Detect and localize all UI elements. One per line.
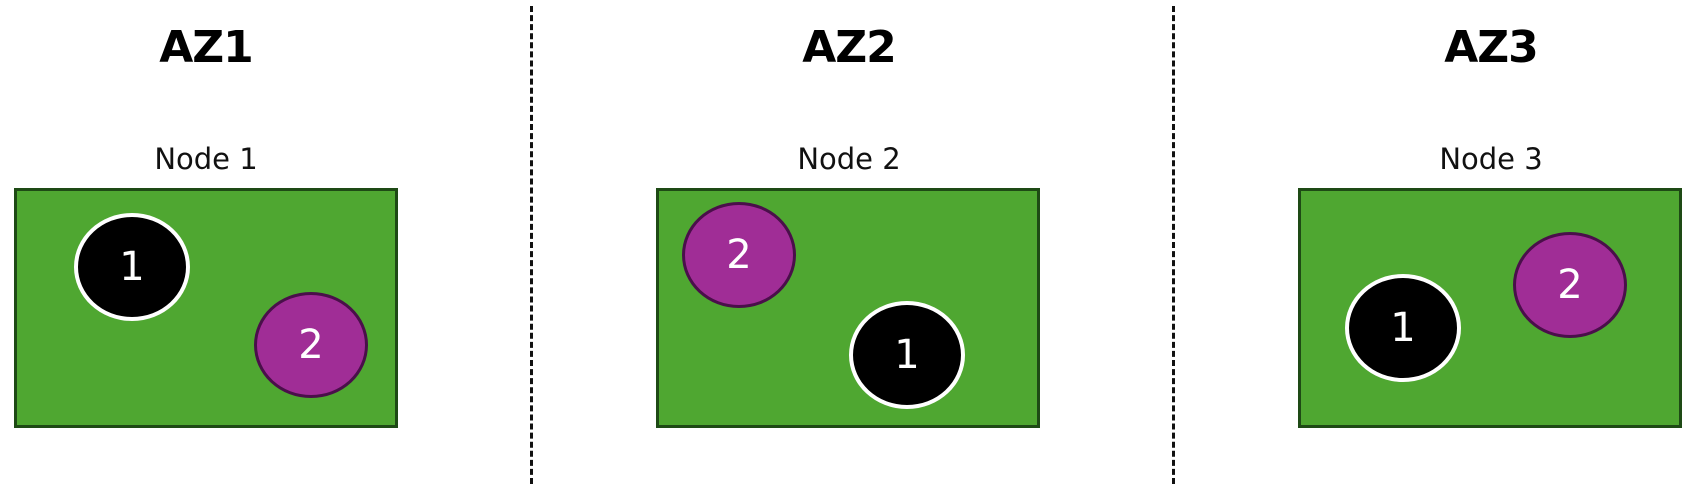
pod-1: 1 xyxy=(74,213,190,321)
node-label: Node 1 xyxy=(154,142,258,176)
pod-2: 2 xyxy=(254,292,368,398)
node-box: 2 1 xyxy=(656,188,1040,428)
zone-title: AZ2 xyxy=(802,22,897,73)
zone-divider-1 xyxy=(530,6,533,484)
node-label: Node 2 xyxy=(797,142,901,176)
zone-title: AZ1 xyxy=(159,22,254,73)
pod-1: 1 xyxy=(1345,274,1461,382)
pod-2: 2 xyxy=(1513,232,1627,338)
node-label: Node 3 xyxy=(1439,142,1543,176)
zone-divider-2 xyxy=(1172,6,1175,484)
pod-2: 2 xyxy=(682,202,796,308)
node-box: 1 2 xyxy=(1298,188,1682,428)
zone-title: AZ3 xyxy=(1444,22,1539,73)
node-box: 1 2 xyxy=(14,188,398,428)
pod-1: 1 xyxy=(849,301,965,409)
